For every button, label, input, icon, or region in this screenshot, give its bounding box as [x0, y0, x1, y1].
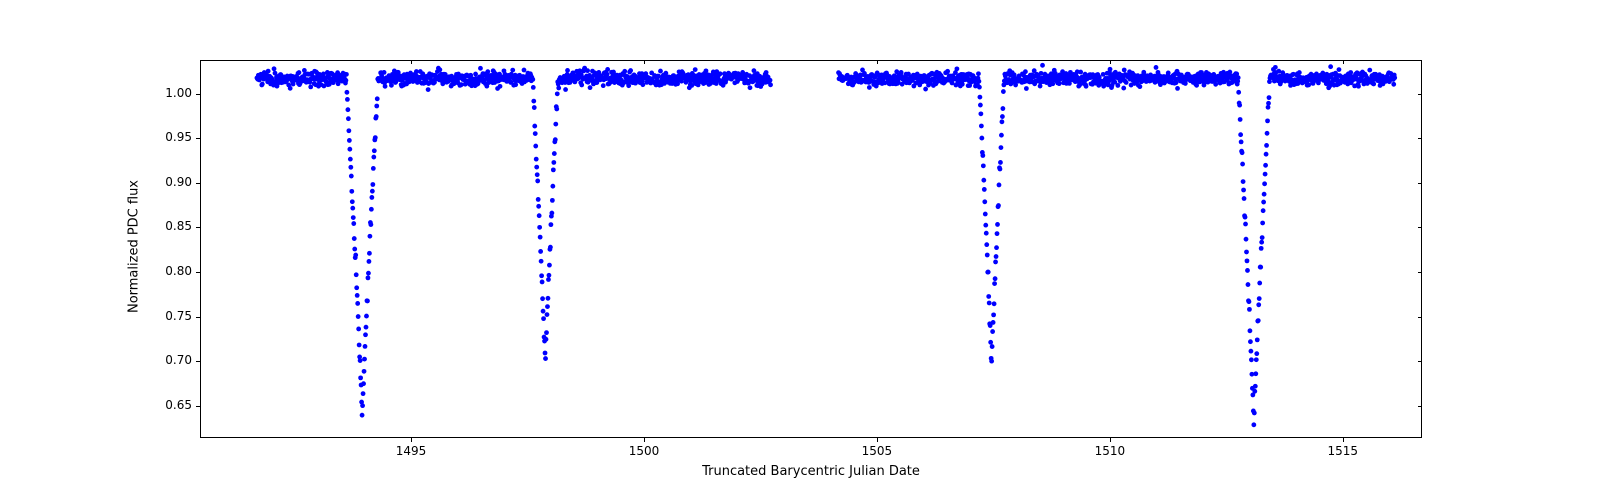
x-tick-mark [411, 438, 412, 442]
x-tick-label: 1515 [1323, 444, 1363, 458]
y-tick-mark [196, 406, 200, 407]
y-tick-label: 0.70 [165, 353, 192, 367]
y-tick-mark [196, 361, 200, 362]
x-tick-mark-top [644, 60, 645, 64]
y-tick-mark [196, 227, 200, 228]
y-tick-mark [196, 94, 200, 95]
y-tick-mark-right [1418, 227, 1422, 228]
y-tick-label: 0.80 [165, 264, 192, 278]
y-tick-mark-right [1418, 317, 1422, 318]
y-tick-mark [196, 183, 200, 184]
x-tick-mark [1343, 438, 1344, 442]
x-tick-label: 1510 [1090, 444, 1130, 458]
y-tick-label: 0.85 [165, 219, 192, 233]
y-tick-mark-right [1418, 183, 1422, 184]
x-tick-label: 1500 [624, 444, 664, 458]
x-tick-label: 1495 [391, 444, 431, 458]
y-tick-mark-right [1418, 94, 1422, 95]
y-tick-mark-right [1418, 361, 1422, 362]
y-tick-mark [196, 317, 200, 318]
scatter-plot-svg [201, 61, 1423, 439]
y-tick-label: 0.75 [165, 309, 192, 323]
x-tick-mark [877, 438, 878, 442]
y-tick-label: 1.00 [165, 86, 192, 100]
x-tick-mark-top [411, 60, 412, 64]
x-tick-mark-top [1343, 60, 1344, 64]
plot-area [200, 60, 1422, 438]
x-tick-mark [1110, 438, 1111, 442]
x-tick-label: 1505 [857, 444, 897, 458]
y-axis-label: Normalized PDC flux [127, 167, 142, 327]
x-tick-mark [644, 438, 645, 442]
light-curve-figure: 1495 1500 1505 1510 1515 0.65 0.70 0.75 0.80 0.8… [0, 0, 1600, 500]
y-tick-label: 0.95 [165, 130, 192, 144]
x-tick-mark-top [877, 60, 878, 64]
y-tick-mark [196, 272, 200, 273]
y-tick-mark [196, 138, 200, 139]
y-tick-mark-right [1418, 138, 1422, 139]
y-tick-mark-right [1418, 406, 1422, 407]
y-tick-mark-right [1418, 272, 1422, 273]
y-tick-label: 0.65 [165, 398, 192, 412]
x-axis-label: Truncated Barycentric Julian Date [691, 464, 931, 479]
x-tick-mark-top [1110, 60, 1111, 64]
y-tick-label: 0.90 [165, 175, 192, 189]
